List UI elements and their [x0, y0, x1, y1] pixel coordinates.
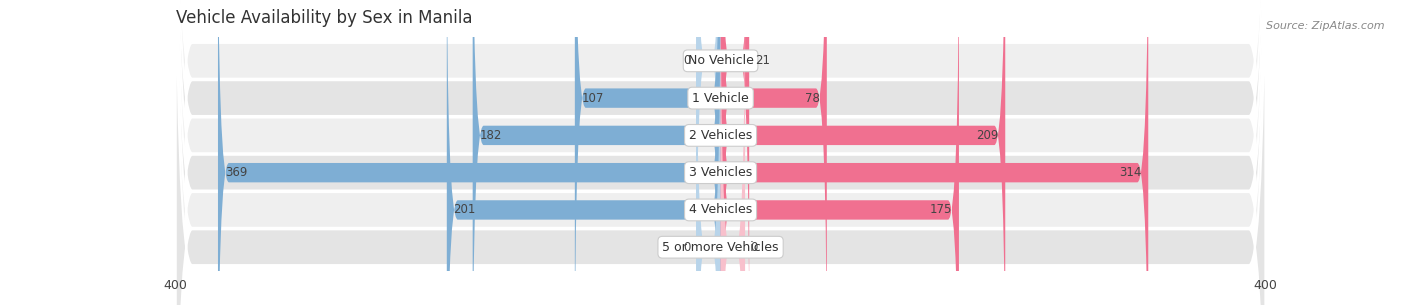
FancyBboxPatch shape: [176, 0, 1265, 305]
Text: 182: 182: [479, 129, 502, 142]
FancyBboxPatch shape: [721, 0, 959, 305]
FancyBboxPatch shape: [472, 0, 721, 305]
FancyBboxPatch shape: [176, 0, 1265, 305]
Text: 5 or more Vehicles: 5 or more Vehicles: [662, 241, 779, 254]
FancyBboxPatch shape: [575, 0, 721, 305]
FancyBboxPatch shape: [696, 0, 721, 305]
FancyBboxPatch shape: [696, 0, 721, 305]
FancyBboxPatch shape: [721, 0, 827, 305]
FancyBboxPatch shape: [176, 0, 1265, 305]
FancyBboxPatch shape: [721, 0, 1149, 305]
FancyBboxPatch shape: [176, 0, 1265, 305]
Text: 369: 369: [225, 166, 247, 179]
Text: Source: ZipAtlas.com: Source: ZipAtlas.com: [1267, 21, 1385, 31]
Text: 21: 21: [755, 54, 769, 67]
Text: 1 Vehicle: 1 Vehicle: [692, 92, 749, 105]
Text: 0: 0: [683, 54, 690, 67]
FancyBboxPatch shape: [721, 0, 1005, 305]
Text: 314: 314: [1119, 166, 1142, 179]
Text: 78: 78: [806, 92, 820, 105]
Text: 201: 201: [454, 203, 477, 217]
Text: No Vehicle: No Vehicle: [688, 54, 754, 67]
FancyBboxPatch shape: [176, 0, 1265, 305]
FancyBboxPatch shape: [447, 0, 721, 305]
Text: 3 Vehicles: 3 Vehicles: [689, 166, 752, 179]
Text: Vehicle Availability by Sex in Manila: Vehicle Availability by Sex in Manila: [176, 9, 472, 27]
Text: 0: 0: [751, 241, 758, 254]
Text: 209: 209: [976, 129, 998, 142]
Text: 0: 0: [683, 241, 690, 254]
Text: 4 Vehicles: 4 Vehicles: [689, 203, 752, 217]
FancyBboxPatch shape: [721, 0, 749, 305]
FancyBboxPatch shape: [176, 0, 1265, 305]
FancyBboxPatch shape: [721, 0, 745, 305]
FancyBboxPatch shape: [218, 0, 721, 305]
Text: 175: 175: [929, 203, 952, 217]
Text: 107: 107: [582, 92, 605, 105]
Text: 2 Vehicles: 2 Vehicles: [689, 129, 752, 142]
